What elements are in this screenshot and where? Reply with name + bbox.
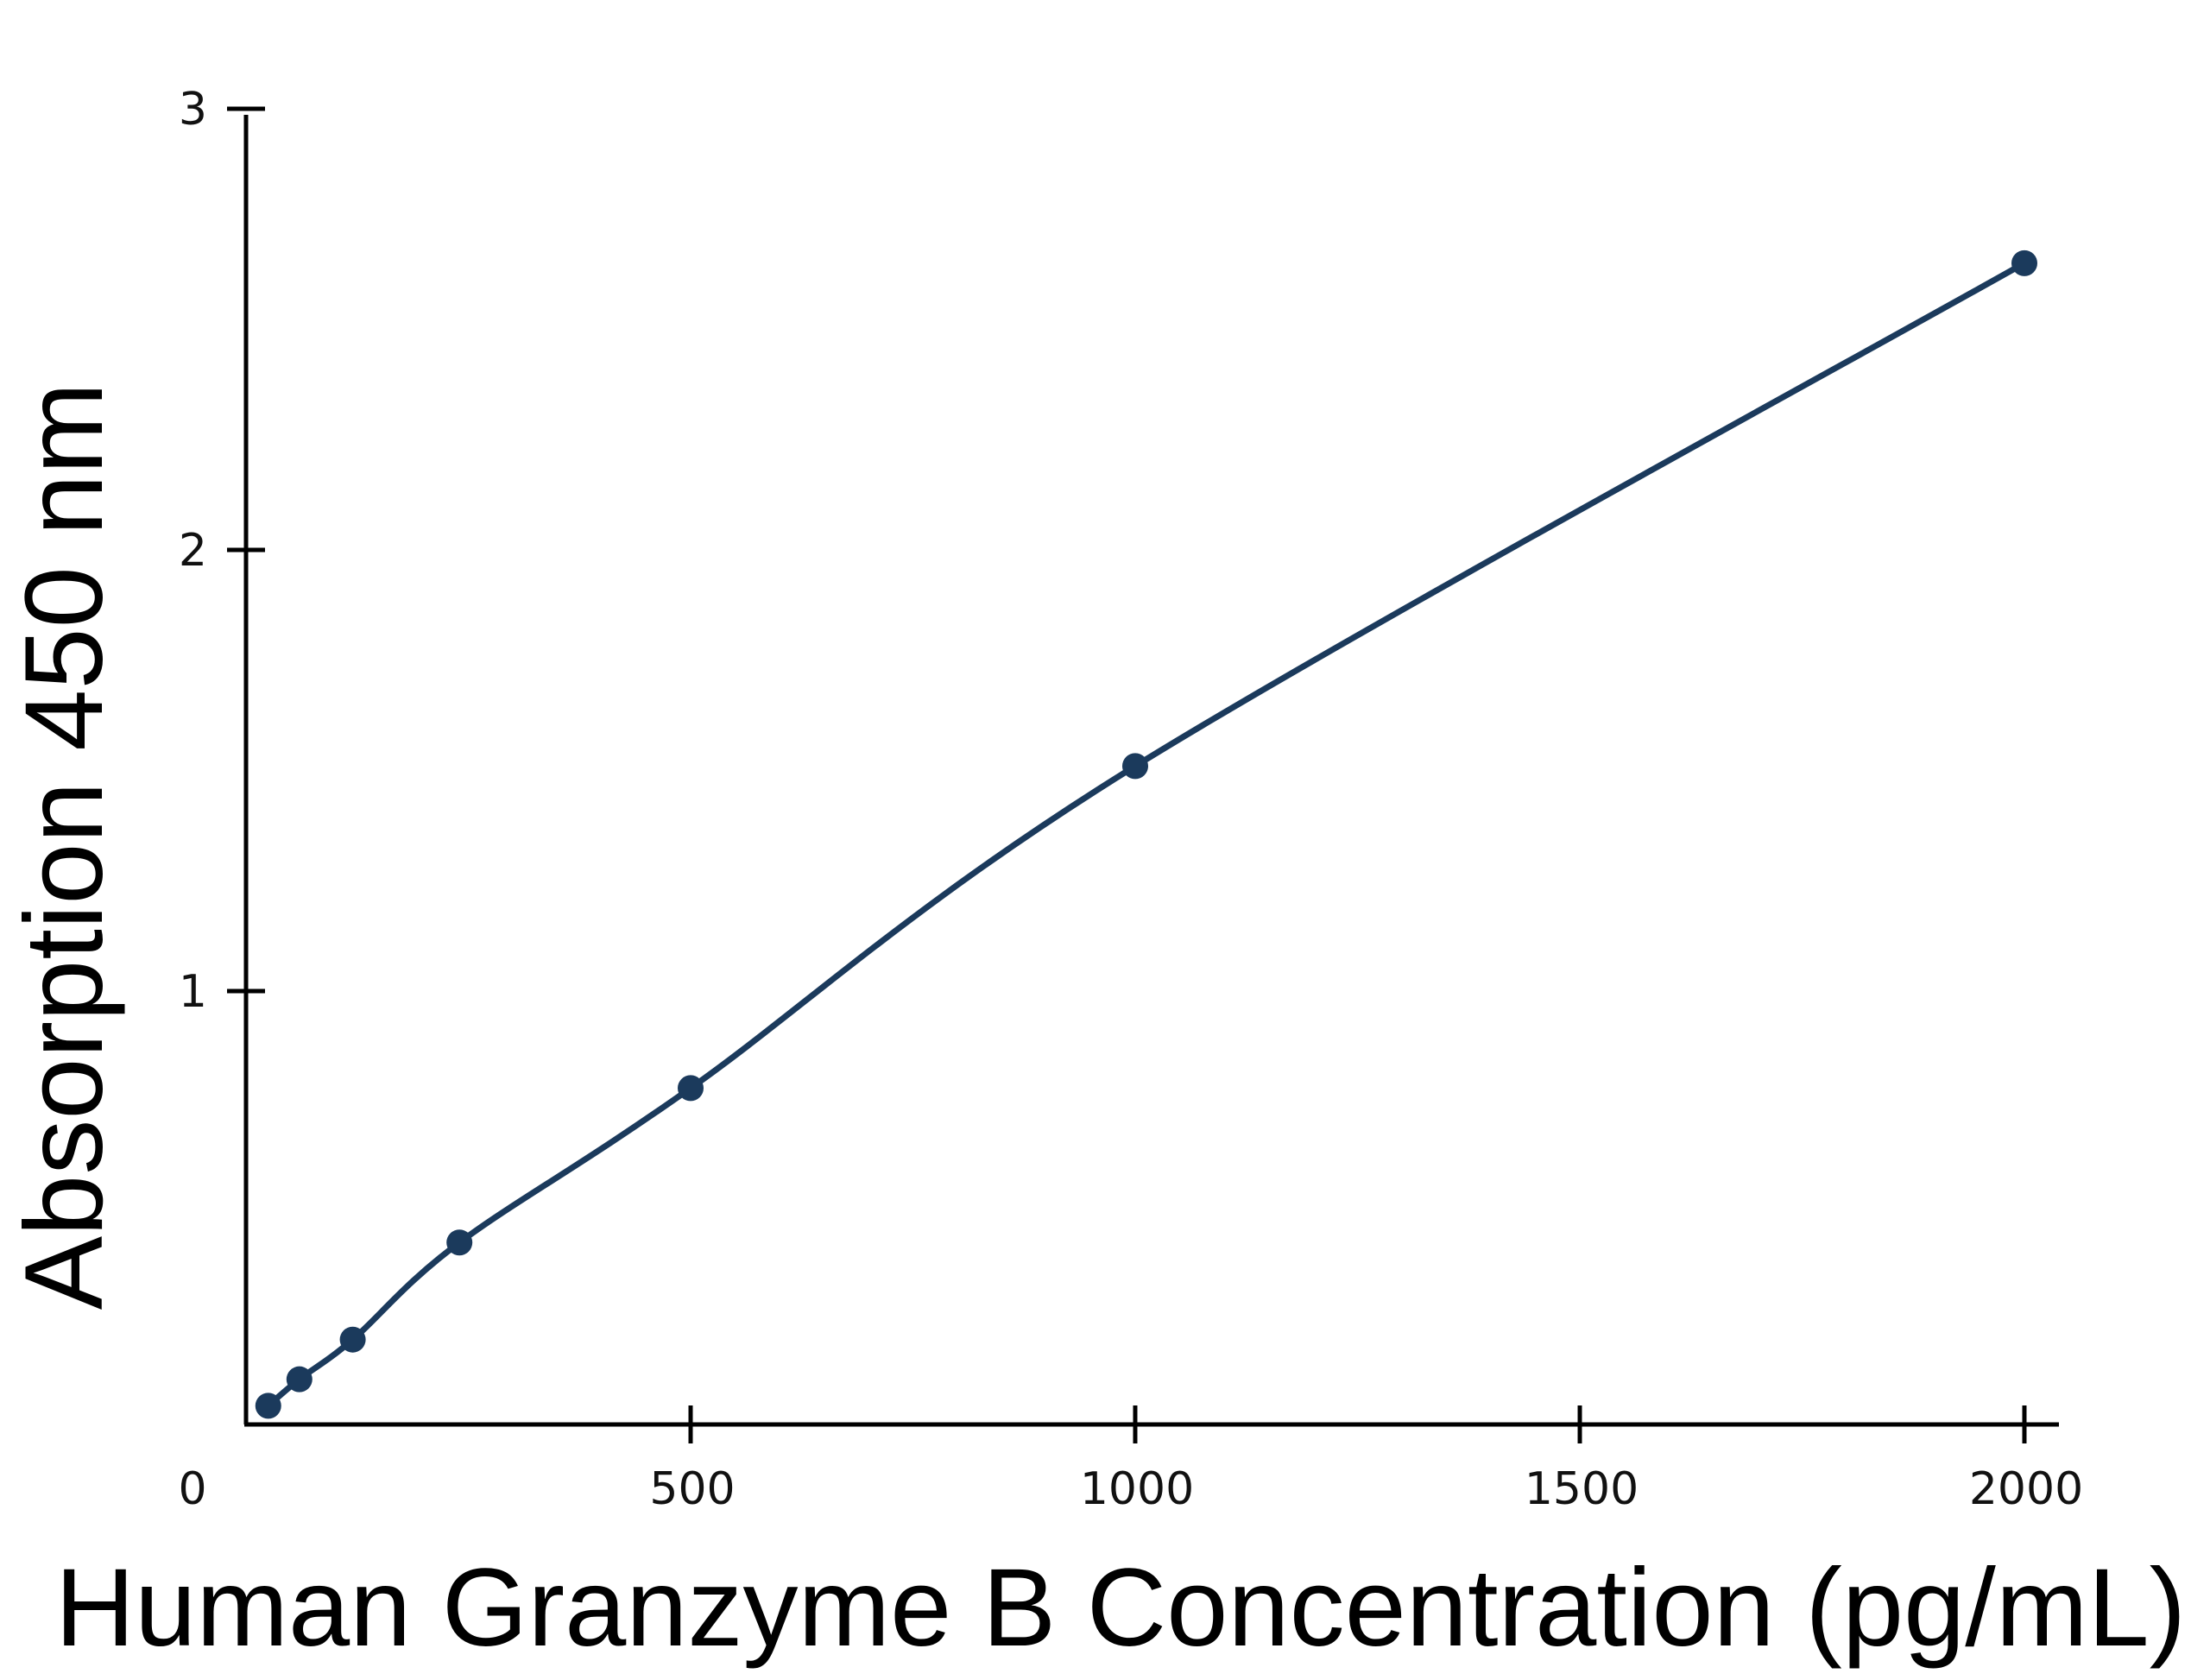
data-point [286, 1366, 313, 1393]
data-point [678, 1075, 704, 1102]
data-point [339, 1326, 366, 1353]
series-line [265, 260, 2028, 1409]
x-tick-label: 2000 [1969, 1463, 2083, 1515]
data-point [446, 1229, 473, 1256]
data-point [2011, 249, 2037, 276]
y-tick-label: 2 [179, 525, 207, 577]
y-ticks: 1 2 3 [179, 84, 265, 1018]
x-ticks: 500 1000 1500 2000 [649, 1405, 2083, 1515]
x-axis-title: Human Granzyme B Concentration (pg/mL) [55, 1546, 2187, 1670]
x-tick-label: 500 [649, 1463, 735, 1515]
y-tick-label: 3 [179, 84, 207, 136]
series-layer [255, 249, 2037, 1419]
x-tick-label: 1500 [1525, 1463, 1639, 1515]
data-point [255, 1393, 281, 1419]
y-tick-label: 1 [179, 966, 207, 1018]
x-origin-tick-label: 0 [178, 1463, 206, 1515]
axes [243, 115, 2059, 1427]
y-axis-title: Absorption 450 nm [3, 382, 126, 1310]
x-tick-label: 1000 [1080, 1463, 1194, 1515]
data-point [1122, 753, 1148, 780]
